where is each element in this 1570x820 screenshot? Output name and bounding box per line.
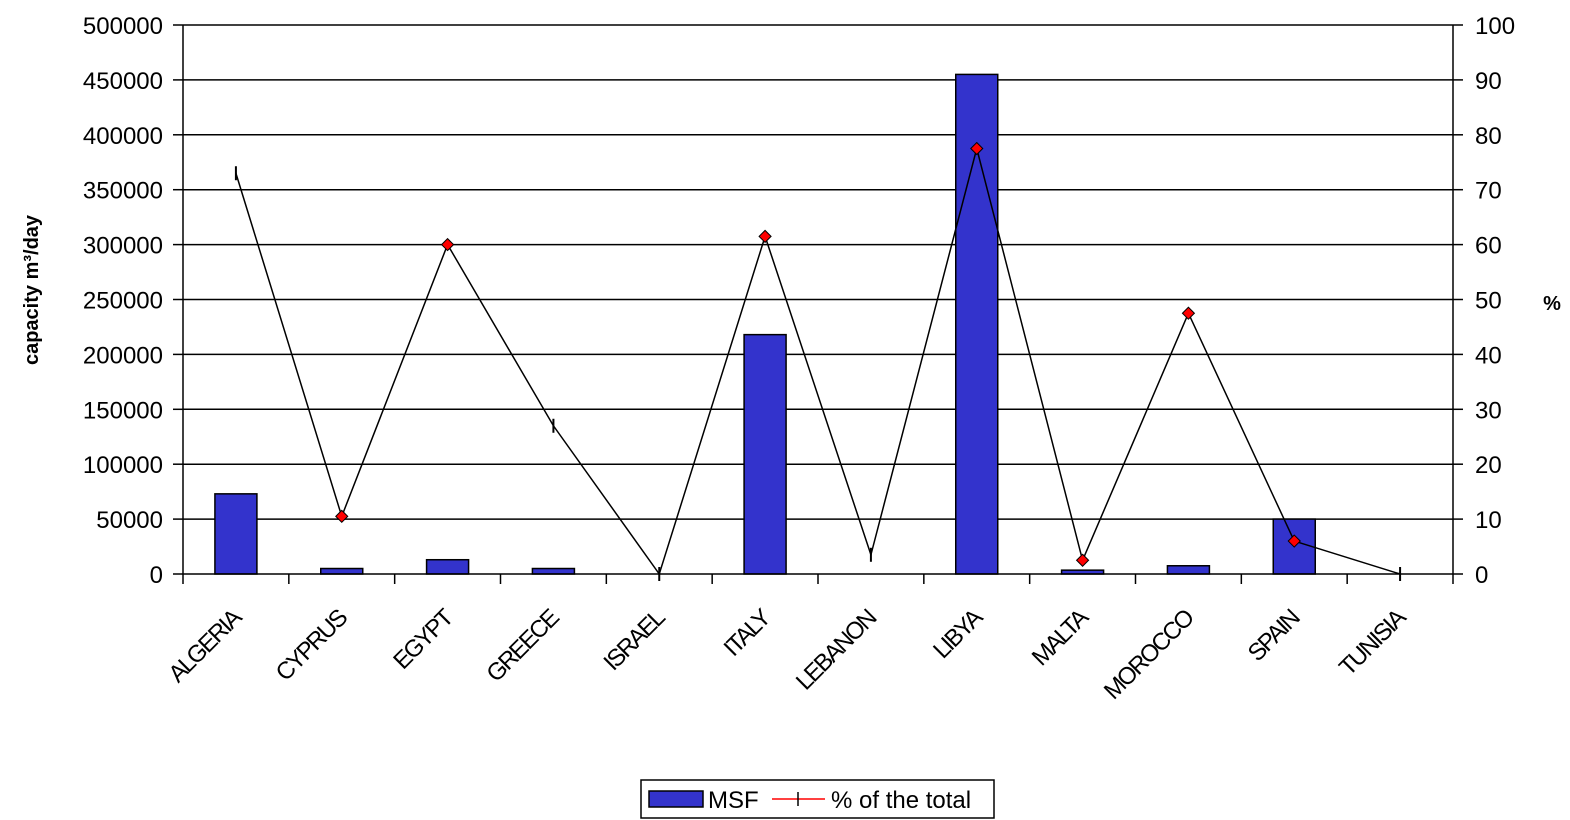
right-tick-label: 100 (1475, 13, 1515, 40)
right-tick-label: 90 (1475, 68, 1502, 95)
marker-cyprus (335, 509, 349, 524)
marker-libya (970, 141, 984, 156)
left-tick-label: 150000 (83, 397, 163, 424)
percent-line (235, 145, 1401, 576)
bar-cyprus (320, 567, 364, 575)
category-label: EGYPT (388, 604, 459, 675)
right-tick-label: 80 (1475, 123, 1502, 150)
left-tick-label: 350000 (83, 178, 163, 205)
left-axis-tick-labels: 0 50000 100000 150000 200000 250000 300000 3500… (83, 13, 163, 589)
axes (173, 24, 1463, 584)
marker-spain (1287, 534, 1301, 548)
category-label: GREECE (481, 604, 564, 687)
category-labels: ALGERIA CYPRUS EGYPT GREECE ISRAEL ITALY LEBAN… (163, 604, 1411, 705)
left-tick-label: 0 (150, 562, 163, 589)
legend-swatch-msf (648, 790, 704, 808)
category-label: MALTA (1027, 604, 1094, 671)
gridlines (183, 24, 1453, 520)
legend-label-msf: MSF (708, 787, 759, 814)
right-tick-label: 0 (1475, 562, 1488, 589)
category-label: MOROCCO (1099, 604, 1200, 705)
right-tick-label: 60 (1475, 233, 1502, 260)
bar-egypt (425, 558, 470, 575)
category-label: TUNISIA (1334, 604, 1412, 682)
y-axis-title: capacity m³/day (21, 214, 43, 365)
legend-label-percent: % of the total (831, 787, 971, 814)
right-tick-label: 30 (1475, 397, 1502, 424)
left-tick-label: 100000 (83, 452, 163, 479)
marker-egypt (440, 237, 455, 252)
marker-morocco (1181, 306, 1196, 320)
category-label: LEBANON (791, 605, 882, 696)
bar-greece (531, 567, 576, 575)
category-label: SPAIN (1243, 605, 1305, 667)
line-series-percent (234, 141, 1402, 581)
marker-italy (758, 229, 772, 244)
left-tick-label: 450000 (83, 68, 163, 95)
bar-algeria (214, 493, 258, 575)
bar-morocco (1166, 565, 1211, 575)
right-tick-label: 10 (1475, 507, 1502, 534)
left-tick-label: 400000 (83, 123, 163, 150)
right-axis-tick-labels: 0 10 20 30 40 50 60 70 80 90 100 (1475, 13, 1515, 589)
right-tick-label: 50 (1475, 288, 1502, 315)
category-label: ISRAEL (599, 604, 671, 676)
right-tick-label: 70 (1475, 178, 1502, 205)
left-tick-label: 250000 (83, 288, 163, 315)
marker-malta (1075, 553, 1090, 567)
bar-series-msf (214, 73, 1316, 575)
right-tick-label: 20 (1475, 452, 1502, 479)
left-tick-label: 50000 (96, 507, 163, 534)
bar-libya (955, 73, 999, 575)
left-tick-label: 500000 (83, 13, 163, 40)
category-label: ALGERIA (163, 604, 247, 688)
category-label: ITALY (719, 604, 777, 662)
category-label: LIBYA (928, 604, 988, 664)
y2-axis-title: % (1543, 293, 1561, 315)
category-label: CYPRUS (271, 604, 353, 686)
left-tick-label: 300000 (83, 233, 163, 260)
bar-italy (743, 333, 787, 575)
right-tick-label: 40 (1475, 342, 1502, 369)
legend: MSF % of the total (640, 779, 995, 819)
left-tick-label: 200000 (83, 342, 163, 369)
